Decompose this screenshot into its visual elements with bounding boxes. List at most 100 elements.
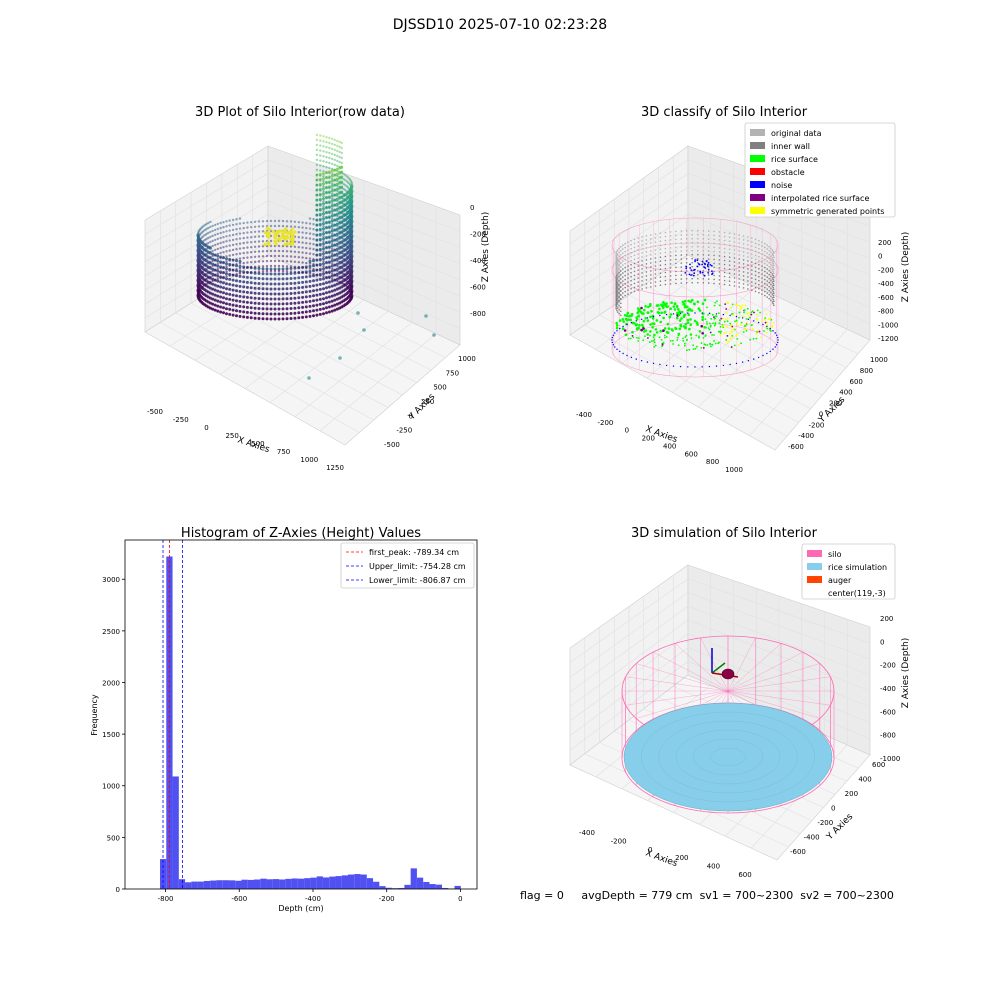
inner-wall-point [645,243,648,245]
data-point [338,286,342,290]
inner-wall-point [758,283,760,286]
inner-wall-point [723,259,726,262]
data-point [315,163,319,167]
rice-surface-point [746,312,749,315]
inner-wall-point [616,274,618,277]
data-point [265,307,269,311]
inner-wall-point [618,264,620,267]
rice-surface-point [726,320,729,323]
noise-point [722,313,725,316]
silo-roof-line [636,663,729,692]
data-point [338,275,341,279]
inner-wall-point [754,262,757,265]
data-point [319,219,322,222]
rice-surface-point [729,325,732,328]
data-point [350,192,354,195]
rice-surface-point [649,330,652,333]
inner-wall-point [624,254,626,257]
inner-wall-point [691,261,693,264]
inner-wall-point [664,239,667,242]
data-point [231,293,235,297]
data-point [342,232,345,236]
rice-surface-point [650,309,653,313]
data-point [203,234,206,237]
data-point [325,216,328,219]
inner-wall-point [764,242,766,245]
data-point [350,277,354,280]
data-point [207,231,210,235]
data-point [269,267,273,271]
data-point [277,244,281,248]
data-point [330,229,334,233]
noise-point [715,365,718,367]
data-point [333,308,337,312]
data-point [219,236,222,240]
data-point [335,167,339,171]
noise-point [665,364,668,367]
silo-roof-line [652,651,729,692]
data-point [335,247,339,251]
inner-wall-point [615,300,617,303]
tick-label: -200 [611,837,627,845]
rice-surface-point [660,311,663,315]
data-point [216,274,220,278]
data-point [242,236,245,240]
data-point [250,261,253,264]
inner-wall-point [669,263,672,265]
rice-surface-point [731,331,734,334]
data-point [338,140,341,144]
rice-surface-point [723,320,726,323]
rice-surface-point [688,327,691,331]
inner-wall-point [685,250,688,252]
inner-wall-point [707,230,710,232]
noise-point [687,312,689,314]
rice-surface-point [686,321,690,324]
data-point [216,237,219,241]
rice-surface-point [691,298,694,302]
y-tick-label: 500 [107,834,120,842]
data-point [293,276,297,280]
sv1-text: sv1 = 700~2300 [699,889,794,902]
inner-wall-point [627,289,629,291]
rice-surface-point [637,314,640,318]
noise-point [685,267,688,270]
inner-wall-point [691,229,693,232]
data-point [214,233,217,237]
data-point [219,251,222,255]
data-point [291,233,295,237]
axis-ticks: -400-2000200400600-600-400-2000200400600… [579,615,900,879]
histogram-bar [297,878,305,889]
data-point [273,312,277,316]
data-point [242,246,245,250]
x-axis-label: Depth (cm) [278,904,323,913]
inner-wall-point [645,251,648,253]
data-point [228,254,231,257]
inner-wall-point [620,261,622,264]
data-point [333,238,336,242]
data-point [209,240,212,244]
rice-surface-point [635,323,639,326]
rice-surface-point [692,348,695,350]
data-point [331,172,334,176]
data-point [328,201,331,205]
gridline [658,274,847,368]
figure-title: DJSSD10 2025-07-10 02:23:28 [392,17,608,33]
inner-wall-point [733,233,736,235]
inner-wall-point [768,249,770,252]
data-point [340,211,343,215]
data-point [305,246,308,250]
data-point [231,248,235,252]
inner-wall-point [747,260,749,262]
data-point [340,176,343,180]
data-point [350,267,354,270]
inner-wall-point [738,258,740,260]
data-point [335,307,339,311]
rice-surface-point [698,330,702,333]
inner-wall-point [771,257,774,259]
data-point [340,171,343,175]
rice-surface-point [714,317,717,320]
data-point [257,307,261,310]
data-point [308,257,312,260]
inner-wall-point [751,261,753,263]
rice-surface-point [718,341,720,344]
